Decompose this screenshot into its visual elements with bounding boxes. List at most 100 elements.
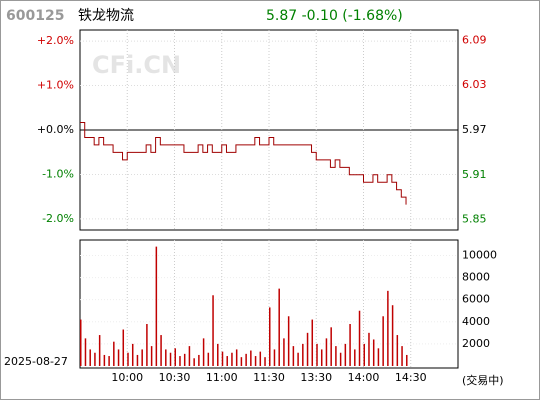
- price-line: [80, 122, 407, 205]
- x-tick-label: 14:00: [348, 371, 380, 384]
- volume-bar: [207, 352, 210, 366]
- volume-bar: [302, 343, 304, 366]
- x-tick-label: 10:00: [111, 371, 143, 384]
- volume-bar: [221, 351, 224, 366]
- volume-bar: [155, 246, 158, 366]
- volume-bar: [273, 349, 276, 366]
- volume-bar: [103, 354, 106, 366]
- volume-bar: [174, 348, 176, 366]
- volume-bar: [287, 316, 290, 366]
- volume-bar: [226, 356, 228, 366]
- watermark: CFi.CN: [92, 51, 181, 79]
- volume-bar: [382, 316, 384, 366]
- volume-bar: [278, 288, 280, 366]
- volume-bar: [396, 335, 399, 366]
- date: 2025-08-27: [4, 355, 68, 368]
- volume-bar: [387, 290, 389, 366]
- volume-bar: [269, 307, 271, 366]
- volume-bar: [179, 356, 181, 366]
- volume-bar: [264, 357, 266, 366]
- y-tick-label: -2.0%: [42, 212, 74, 225]
- volume-bar: [245, 353, 247, 366]
- volume-bar: [320, 349, 323, 366]
- volume-bar: [339, 352, 342, 366]
- volume-bar: [165, 349, 167, 366]
- volume-bar: [283, 338, 285, 366]
- x-tick-label: 14:30: [395, 371, 427, 384]
- volume-bar: [344, 343, 347, 366]
- y-tick-label: +2.0%: [37, 34, 74, 47]
- volume-bar: [117, 349, 120, 366]
- volume-bar: [406, 354, 408, 366]
- y2-tick-label: 5.85: [462, 213, 487, 226]
- volume-bar: [259, 351, 262, 366]
- volume-bar: [368, 332, 370, 366]
- x-tick-label: 13:30: [300, 371, 332, 384]
- volume-bar: [198, 354, 200, 366]
- volume-bar: [84, 338, 87, 366]
- volume-bar: [335, 346, 337, 366]
- volume-bar: [160, 335, 162, 366]
- volume-bar: [122, 329, 125, 366]
- volume-bar: [325, 338, 328, 366]
- y2-tick-label: 5.97: [462, 123, 487, 136]
- volume-bar: [401, 346, 403, 366]
- volume-bar: [89, 349, 91, 366]
- y-tick-label: 10000: [462, 248, 497, 261]
- y-tick-label: +0.0%: [37, 123, 74, 136]
- volume-bar: [98, 335, 101, 366]
- volume-bar: [297, 352, 299, 366]
- x-tick-label: 11:00: [206, 371, 238, 384]
- volume-bar: [240, 357, 243, 366]
- stock-code: 600125: [6, 8, 64, 24]
- volume-bar: [193, 358, 195, 366]
- volume-bar: [250, 350, 252, 366]
- volume-bar: [188, 346, 191, 366]
- volume-bar: [212, 295, 214, 366]
- volume-bar: [235, 349, 238, 366]
- volume-bar: [202, 338, 205, 366]
- volume-bar: [113, 341, 115, 366]
- volume-bar: [372, 339, 375, 366]
- volume-bar: [349, 324, 351, 366]
- volume-bar: [358, 310, 361, 366]
- volume-bar: [316, 343, 318, 366]
- volume-bar: [146, 324, 148, 366]
- volume-bar: [141, 349, 143, 366]
- volume-bar: [169, 352, 172, 366]
- y-tick-label: 8000: [462, 271, 490, 284]
- x-tick-label: 11:30: [253, 371, 285, 384]
- y2-tick-label: 6.03: [462, 78, 487, 91]
- volume-bar: [377, 348, 380, 366]
- volume-bar: [306, 332, 309, 366]
- volume-bar: [254, 356, 257, 366]
- volume-bar: [136, 354, 139, 366]
- y2-tick-label: 5.91: [462, 168, 487, 181]
- volume-bar: [80, 319, 82, 366]
- y-tick-label: -1.0%: [42, 167, 74, 180]
- volume-bar: [150, 346, 153, 366]
- volume-bar: [391, 305, 394, 366]
- quote: 5.87 -0.10 (-1.68%): [266, 8, 403, 24]
- y2-tick-label: 6.09: [462, 33, 487, 46]
- y-tick-label: +1.0%: [37, 79, 74, 92]
- stock-name: 铁龙物流: [78, 8, 134, 24]
- volume-bar: [127, 352, 129, 366]
- volume-bar: [231, 352, 233, 366]
- volume-bar: [363, 343, 365, 366]
- volume-bar: [131, 343, 134, 366]
- volume-bar: [311, 319, 314, 366]
- volume-bar: [108, 356, 110, 366]
- volume-bar: [292, 346, 295, 366]
- volume-bar: [94, 352, 96, 366]
- volume-bar: [217, 343, 219, 366]
- y-tick-label: 2000: [462, 337, 490, 350]
- volume-bar: [330, 327, 332, 366]
- y-tick-label: 6000: [462, 293, 490, 306]
- status: (交易中): [462, 373, 504, 387]
- volume-bar: [183, 353, 186, 366]
- volume-bar: [354, 349, 356, 366]
- x-tick-label: 10:30: [159, 371, 191, 384]
- y-tick-label: 4000: [462, 315, 490, 328]
